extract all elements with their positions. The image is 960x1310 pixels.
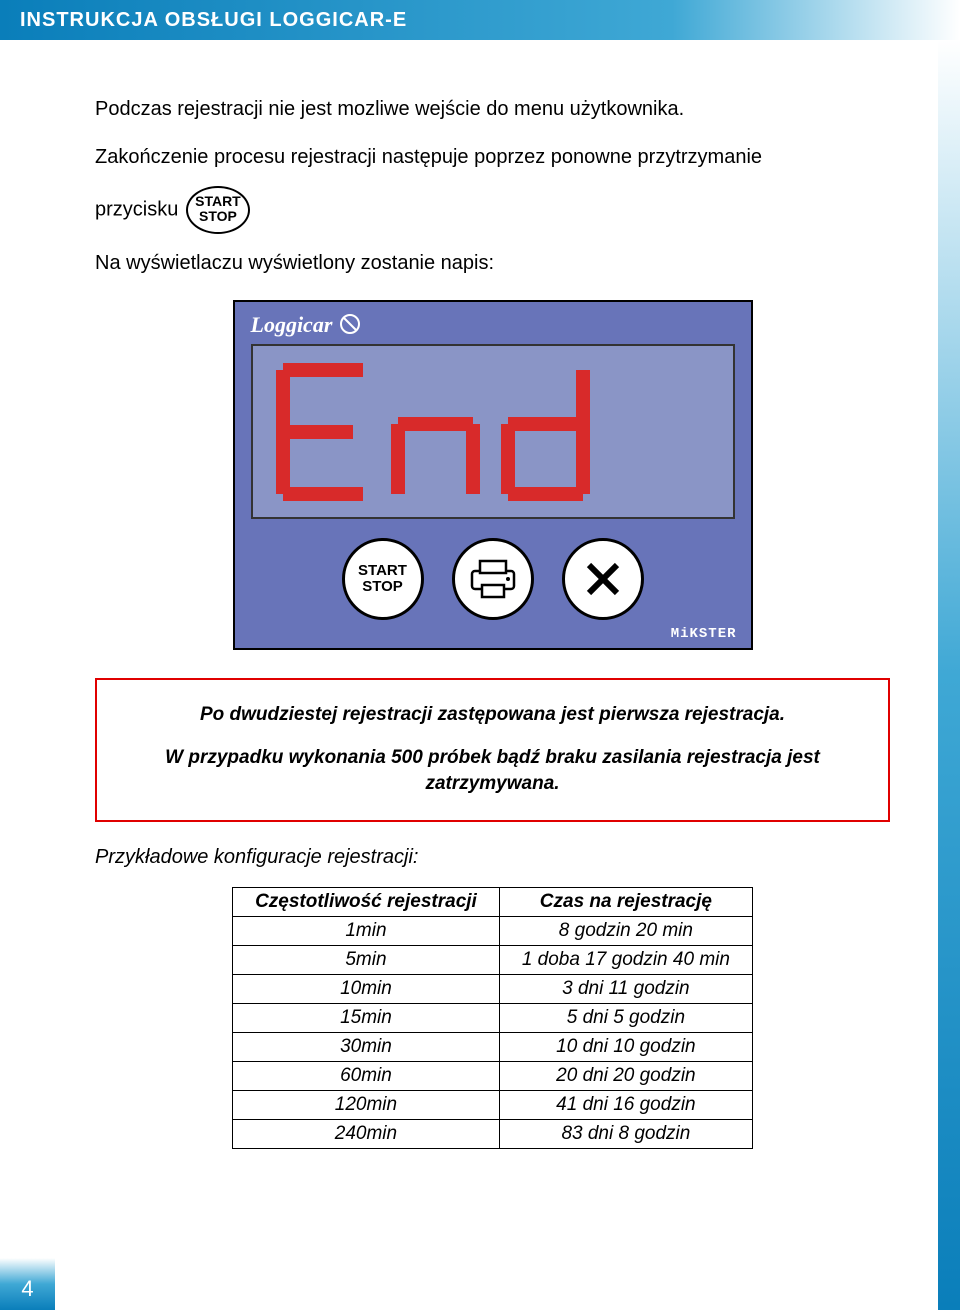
x-icon — [581, 557, 625, 601]
table-cell: 30min — [233, 1032, 500, 1061]
printer-icon — [466, 557, 520, 601]
table-cell: 3 dni 11 godzin — [499, 974, 752, 1003]
paragraph-3: Na wyświetlaczu wyświetlony zostanie nap… — [95, 244, 890, 282]
config-table: Częstotliwość rejestracji Czas na rejest… — [232, 887, 753, 1149]
startstop-icon: START STOP — [186, 186, 250, 234]
lcd-text-end — [263, 352, 643, 512]
table-cell: 1min — [233, 916, 500, 945]
table-row: 240min83 dni 8 godzin — [233, 1119, 753, 1148]
paragraph-2a: Zakończenie procesu rejestracji następuj… — [95, 138, 890, 176]
paragraph-2b: przycisku — [95, 198, 178, 220]
table-cell: 240min — [233, 1119, 500, 1148]
table-cell: 15min — [233, 1003, 500, 1032]
device-illustration: Loggicar — [233, 300, 753, 650]
side-gradient — [938, 40, 960, 1310]
device-print-button[interactable] — [452, 538, 534, 620]
table-row: 15min5 dni 5 godzin — [233, 1003, 753, 1032]
startstop-line1: START — [195, 193, 241, 209]
lcd-screen — [251, 344, 735, 519]
table-row: 120min41 dni 16 godzin — [233, 1090, 753, 1119]
warning-box: Po dwudziestej rejestracji zastępowana j… — [95, 678, 890, 822]
table-cell: 8 godzin 20 min — [499, 916, 752, 945]
device-cancel-button[interactable] — [562, 538, 644, 620]
table-cell: 5min — [233, 945, 500, 974]
device-body: Loggicar — [233, 300, 753, 650]
table-header-row: Częstotliwość rejestracji Czas na rejest… — [233, 887, 753, 916]
table-col-0: Częstotliwość rejestracji — [233, 887, 500, 916]
table-cell: 5 dni 5 godzin — [499, 1003, 752, 1032]
table-row: 30min10 dni 10 godzin — [233, 1032, 753, 1061]
warning-line-1: Po dwudziestej rejestracji zastępowana j… — [125, 702, 860, 729]
device-button-row: START STOP — [235, 538, 751, 620]
table-cell: 60min — [233, 1061, 500, 1090]
table-row: 10min3 dni 11 godzin — [233, 974, 753, 1003]
startstop-line2: STOP — [199, 208, 237, 224]
nosmoke-icon — [339, 313, 361, 335]
paragraph-1: Podczas rejestracji nie jest mozliwe wej… — [95, 90, 890, 128]
device-brand: Loggicar — [251, 312, 361, 338]
device-startstop-button[interactable]: START STOP — [342, 538, 424, 620]
table-cell: 41 dni 16 godzin — [499, 1090, 752, 1119]
page-number: 4 — [0, 1258, 55, 1310]
warning-line-2: W przypadku wykonania 500 próbek bądź br… — [125, 745, 860, 798]
table-row: 60min20 dni 20 godzin — [233, 1061, 753, 1090]
table-cell: 10 dni 10 godzin — [499, 1032, 752, 1061]
table-row: 1min8 godzin 20 min — [233, 916, 753, 945]
content-area: Podczas rejestracji nie jest mozliwe wej… — [0, 40, 960, 1149]
table-intro: Przykładowe konfiguracje rejestracji: — [95, 846, 890, 869]
header-bar: INSTRUKCJA OBSŁUGI LOGGICAR-E — [0, 0, 960, 40]
table-cell: 83 dni 8 godzin — [499, 1119, 752, 1148]
table-cell: 20 dni 20 godzin — [499, 1061, 752, 1090]
paragraph-2b-line: przycisku START STOP — [95, 186, 890, 234]
table-cell: 120min — [233, 1090, 500, 1119]
table-col-1: Czas na rejestrację — [499, 887, 752, 916]
header-title: INSTRUKCJA OBSŁUGI LOGGICAR-E — [20, 9, 407, 32]
mikster-label: MiKSTER — [671, 626, 737, 642]
table-cell: 1 doba 17 godzin 40 min — [499, 945, 752, 974]
table-cell: 10min — [233, 974, 500, 1003]
table-row: 5min1 doba 17 godzin 40 min — [233, 945, 753, 974]
